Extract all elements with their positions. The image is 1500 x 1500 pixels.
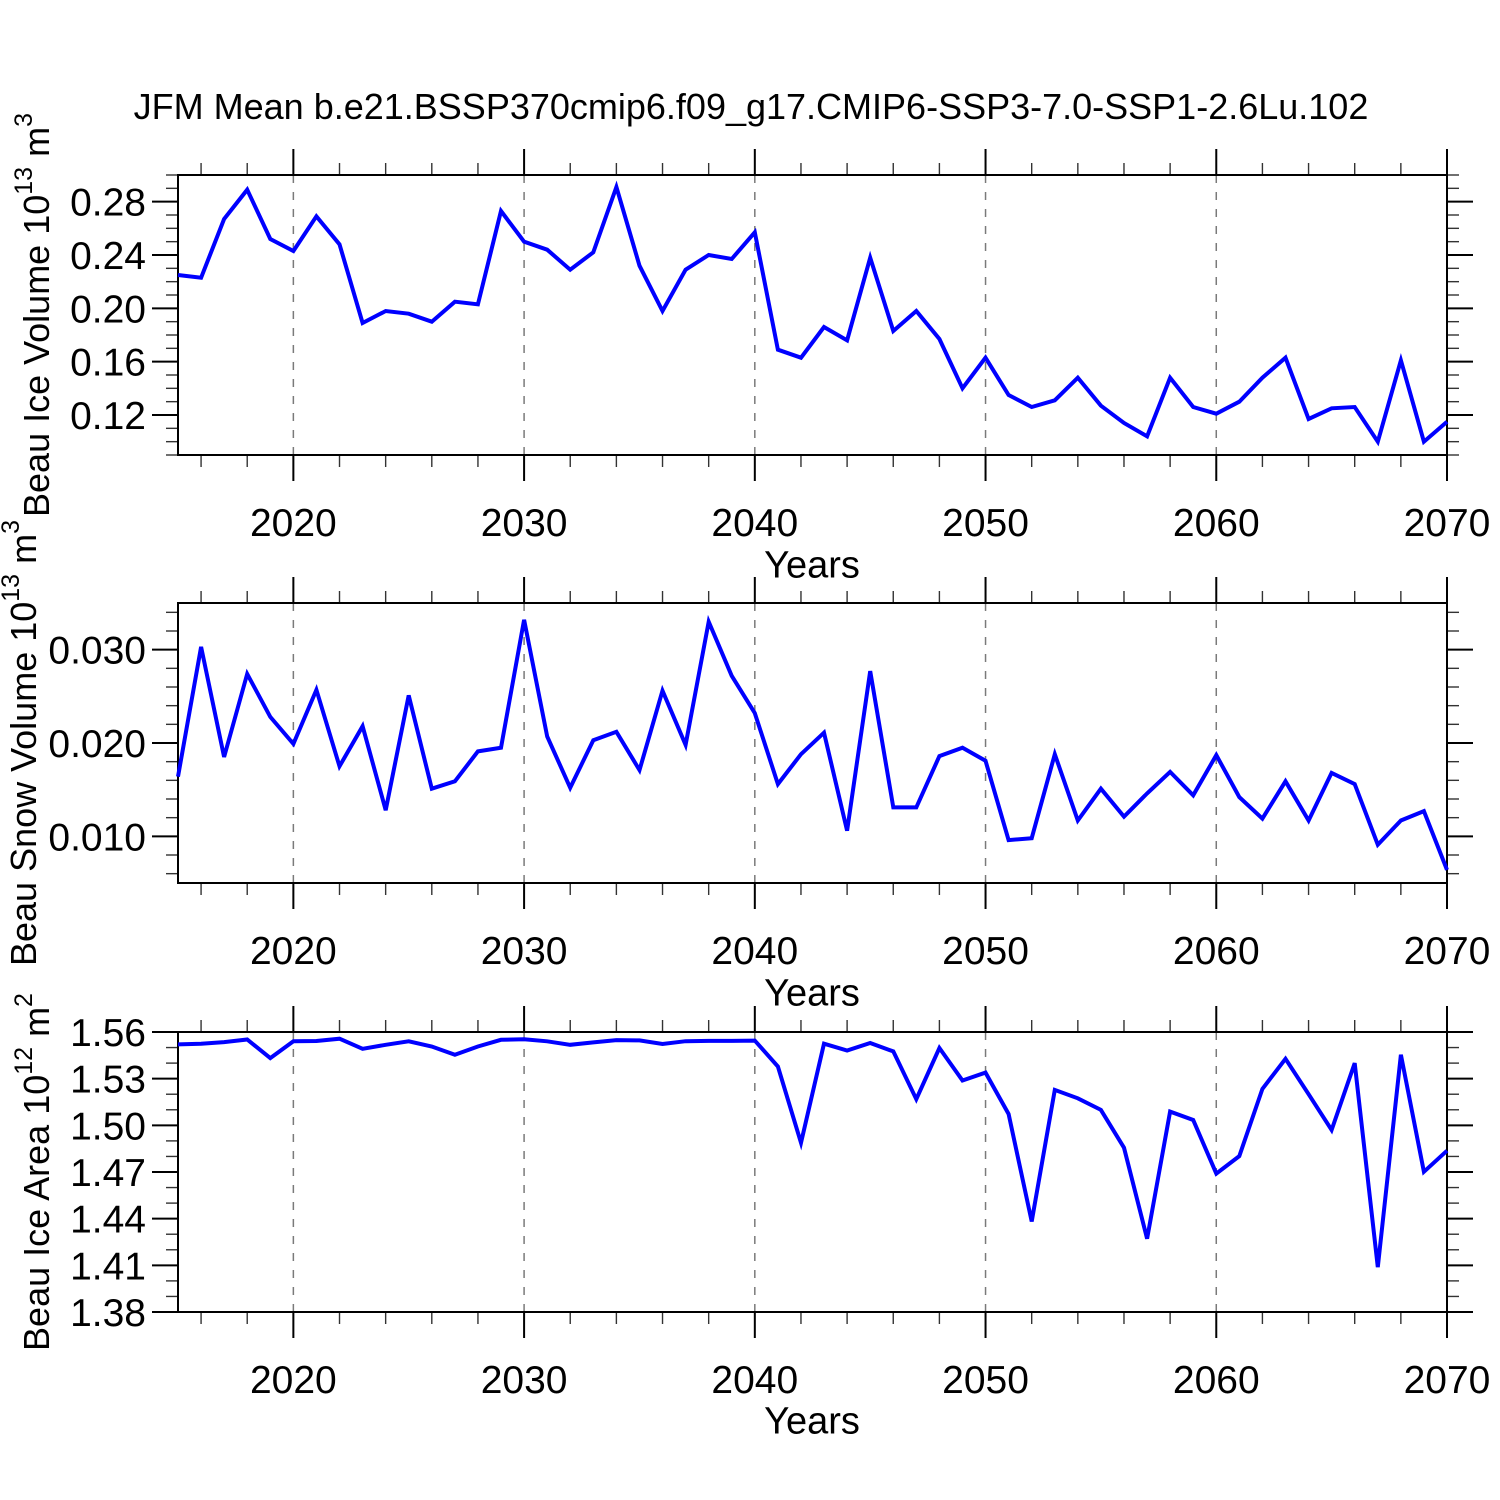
y-tick-label: 0.010 bbox=[48, 816, 146, 859]
panel-beau-ice-volume: 2020 2030 2040 2050 2060 2070 0.12 0.16 0.20 0.24… bbox=[70, 149, 1490, 545]
x-tick-label: 2060 bbox=[1173, 1359, 1260, 1402]
data-line-beau-ice-volume bbox=[177, 180, 1449, 447]
unit-exponent: 3 bbox=[10, 113, 38, 127]
unit: m bbox=[3, 533, 44, 574]
exponent: 13 bbox=[10, 166, 38, 195]
x-tick-label: 2030 bbox=[481, 502, 568, 545]
x-axis-title: Years bbox=[764, 1400, 860, 1443]
exponent: 13 bbox=[0, 573, 25, 602]
y-tick-label: 1.50 bbox=[70, 1105, 146, 1148]
y-tick-label: 1.53 bbox=[70, 1059, 146, 1102]
x-tick-label: 2020 bbox=[250, 930, 337, 973]
y-tick-label: 1.44 bbox=[70, 1199, 146, 1242]
y-tick-label: 0.030 bbox=[48, 630, 146, 673]
y-axis-title-text: Beau Snow Volume 10 bbox=[3, 601, 44, 966]
y-tick-label: 0.020 bbox=[48, 723, 146, 766]
unit: m bbox=[16, 1006, 57, 1047]
unit: m bbox=[16, 126, 57, 167]
unit-exponent: 3 bbox=[0, 520, 25, 534]
y-tick-label: 1.38 bbox=[70, 1292, 146, 1335]
x-tick-label: 2050 bbox=[942, 502, 1029, 545]
data-line-beau-ice-area bbox=[177, 1036, 1449, 1268]
x-tick-label: 2020 bbox=[250, 502, 337, 545]
exponent: 12 bbox=[10, 1046, 38, 1075]
plot-frame bbox=[177, 174, 1448, 456]
x-tick-label: 2060 bbox=[1173, 502, 1260, 545]
x-tick-label: 2040 bbox=[711, 1359, 798, 1402]
y-axis-title-text: Beau Ice Volume 10 bbox=[16, 194, 57, 517]
x-tick-label: 2030 bbox=[481, 930, 568, 973]
y-tick-label: 0.20 bbox=[70, 288, 146, 331]
y-tick-label: 1.56 bbox=[70, 1012, 146, 1055]
x-tick-label: 2030 bbox=[481, 1359, 568, 1402]
y-axis-title-snow-volume: Beau Snow Volume 1013 m3 bbox=[0, 520, 45, 966]
x-axis-title: Years bbox=[764, 972, 860, 1015]
y-tick-label: 0.24 bbox=[70, 235, 146, 278]
x-axis-title: Years bbox=[764, 544, 860, 587]
x-tick-label: 2070 bbox=[1404, 502, 1491, 545]
y-axis-title-text: Beau Ice Area 10 bbox=[16, 1074, 57, 1351]
x-tick-label: 2060 bbox=[1173, 930, 1260, 973]
x-tick-label: 2070 bbox=[1404, 930, 1491, 973]
y-axis-title-ice-volume: Beau Ice Volume 1013 m3 bbox=[10, 113, 58, 517]
y-tick-label: 0.12 bbox=[70, 395, 146, 438]
chart-title: JFM Mean b.e21.BSSP370cmip6.f09_g17.CMIP… bbox=[133, 86, 1369, 127]
x-tick-label: 2040 bbox=[711, 502, 798, 545]
plot-frame bbox=[177, 1031, 1448, 1313]
x-tick-label: 2050 bbox=[942, 1359, 1029, 1402]
x-tick-label: 2070 bbox=[1404, 1359, 1491, 1402]
y-tick-label: 1.47 bbox=[70, 1152, 146, 1195]
plot-frame bbox=[177, 602, 1448, 884]
x-tick-label: 2050 bbox=[942, 930, 1029, 973]
data-line-beau-snow-volume bbox=[176, 614, 1449, 871]
panel-beau-ice-area: 2020 2030 2040 2050 2060 2070 1.381.411.441.47… bbox=[70, 1006, 1490, 1402]
y-tick-label: 1.41 bbox=[70, 1245, 146, 1288]
unit-exponent: 2 bbox=[10, 993, 38, 1007]
y-tick-label: 0.28 bbox=[70, 182, 146, 225]
panel-beau-snow-volume: 2020 2030 2040 2050 2060 2070 0.010 0.020 0.030 bbox=[48, 577, 1490, 973]
y-axis-title-ice-area: Beau Ice Area 1012 m2 bbox=[10, 993, 58, 1351]
x-tick-label: 2040 bbox=[711, 930, 798, 973]
x-tick-label: 2020 bbox=[250, 1359, 337, 1402]
y-tick-label: 0.16 bbox=[70, 342, 146, 385]
